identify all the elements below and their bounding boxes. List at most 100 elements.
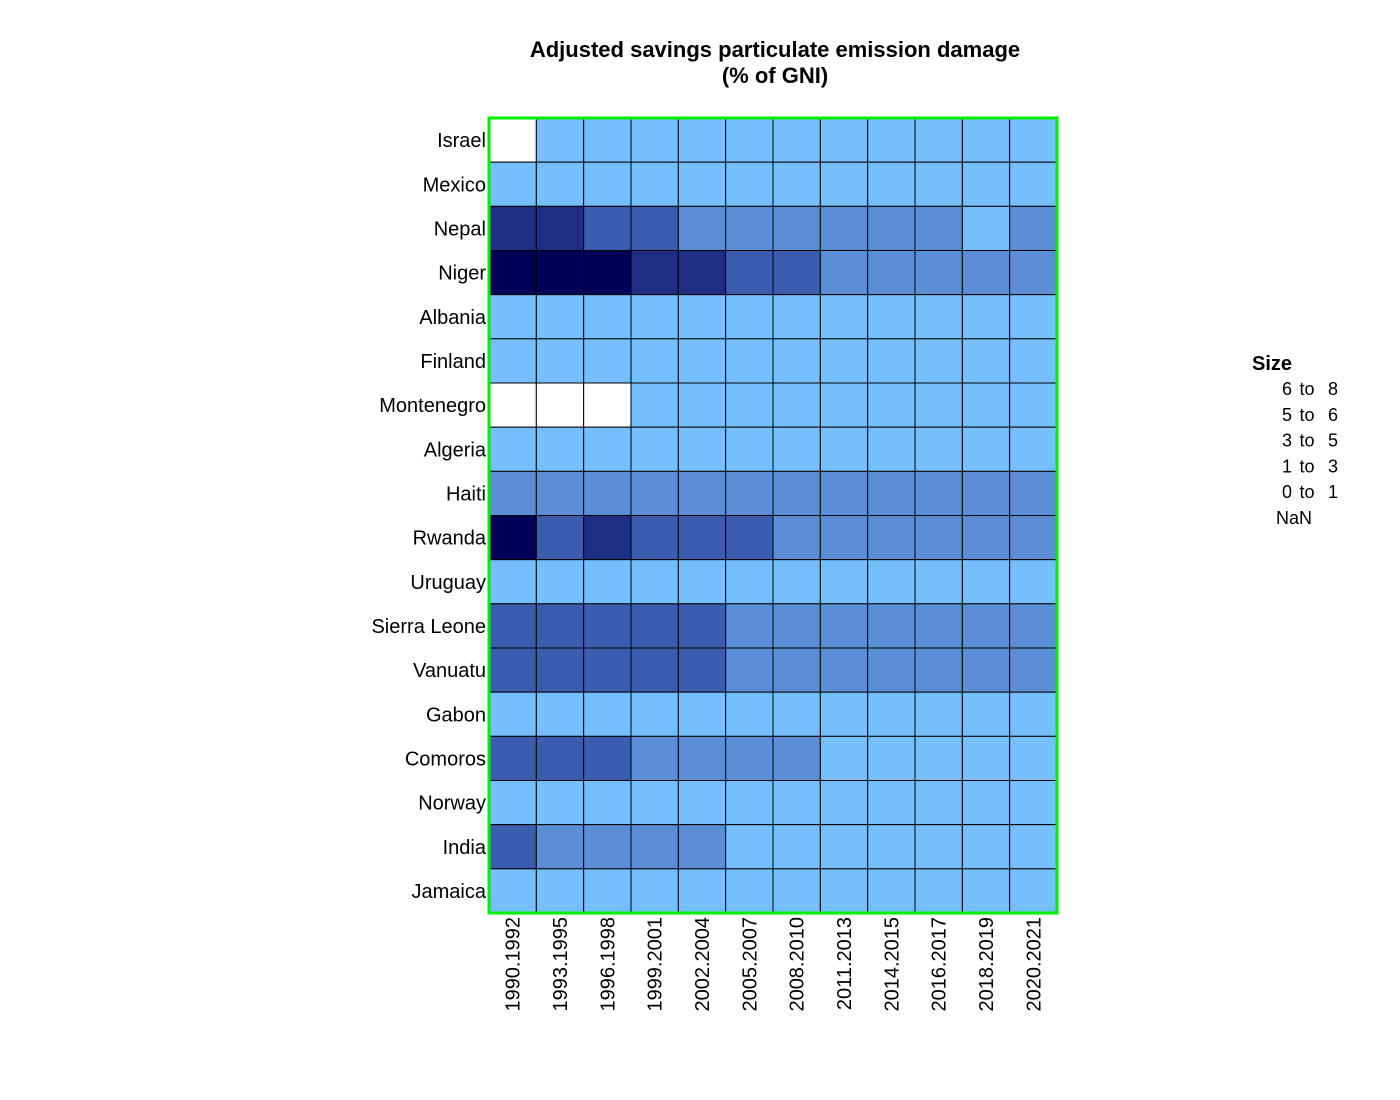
heatmap-cell (1009, 117, 1058, 163)
heatmap-cell (630, 691, 679, 737)
row-label: Norway (418, 793, 486, 815)
heatmap-cell (961, 691, 1011, 737)
heatmap-cell (535, 735, 585, 781)
heatmap-cell (772, 426, 821, 472)
row-labels: Israel Mexico Nepal Niger Albania Finland Mont… (371, 130, 486, 903)
heatmap-cell (583, 117, 632, 163)
row-label: India (443, 837, 487, 859)
heatmap-cell (677, 691, 727, 737)
column-label: 1990.1992 (503, 917, 525, 1012)
legend-entry-text: 1 (1328, 482, 1338, 502)
heatmap-cell (535, 294, 585, 340)
legend-entry-text: to (1299, 405, 1314, 425)
heatmap-cell (725, 161, 774, 207)
legend-entry-text: 6 (1328, 405, 1338, 425)
heatmap-cell (677, 382, 727, 428)
legend-entry-text: 3 (1282, 431, 1292, 451)
heatmap-cell (677, 426, 727, 472)
heatmap-cell (772, 250, 821, 296)
heatmap-cell (914, 735, 963, 781)
column-label: 2020.2021 (1023, 917, 1045, 1012)
chart-title: Adjusted savings particulate emission da… (530, 37, 1020, 62)
heatmap-cell (819, 515, 869, 561)
column-label: 2005.2007 (739, 917, 761, 1012)
heatmap-cell (914, 426, 963, 472)
heatmap-cell (961, 735, 1011, 781)
heatmap-cell (1009, 780, 1058, 826)
heatmap-cell (677, 338, 727, 384)
heatmap-cell (488, 868, 537, 914)
heatmap-cell (725, 338, 774, 384)
heatmap-cell (583, 470, 632, 517)
heatmap-cell (583, 382, 632, 428)
heatmap-cell (677, 515, 727, 561)
heatmap-cell (961, 868, 1011, 914)
heatmap-cell (961, 824, 1011, 870)
row-label: Gabon (426, 704, 486, 726)
plot-frame (487, 116, 1059, 915)
heatmap-cell (725, 382, 774, 428)
heatmap-cell (819, 117, 869, 163)
heatmap-cell (772, 868, 821, 914)
row-label: Mexico (423, 174, 486, 196)
heatmap-cell (725, 205, 774, 251)
heatmap-cell (677, 559, 727, 605)
legend-entry-text: 1 (1282, 456, 1292, 476)
heatmap-cell (819, 426, 869, 472)
heatmap-cell (914, 603, 963, 649)
heatmap-cell (819, 647, 869, 693)
heatmap-cell (772, 117, 821, 163)
heatmap-cell (914, 338, 963, 384)
heatmap-cell (630, 161, 679, 207)
heatmap-cell (961, 382, 1011, 428)
heatmap-cell (488, 470, 537, 517)
heatmap-cell (867, 294, 916, 340)
heatmap-cell (535, 338, 585, 384)
heatmap-cell (488, 294, 537, 340)
column-labels: 1990.1992 1993.1995 1996.1998 1999.2001 2002… (503, 917, 1046, 1012)
heatmap-cell (867, 603, 916, 649)
heatmap-cell (488, 205, 537, 251)
heatmap-cell (630, 824, 679, 870)
heatmap-cell (583, 515, 632, 561)
heatmap-cell (630, 470, 679, 517)
heatmap-cell (535, 691, 585, 737)
heatmap-cell (583, 426, 632, 472)
heatmap-cell (535, 117, 585, 163)
heatmap-cell (488, 691, 537, 737)
heatmap-cell (867, 780, 916, 826)
heatmap-cell (535, 470, 585, 517)
heatmap-cell (583, 294, 632, 340)
heatmap-cell (772, 824, 821, 870)
heatmap-cell (630, 294, 679, 340)
heatmap-cell (677, 117, 727, 163)
heatmap-cell (1009, 426, 1058, 472)
legend-entry-text: 5 (1328, 431, 1338, 451)
heatmap-cell (914, 868, 963, 914)
row-label: Nepal (434, 218, 486, 240)
heatmap-cell (961, 515, 1011, 561)
heatmap-cell (914, 382, 963, 428)
heatmap-cell (725, 117, 774, 163)
heatmap-cell (867, 117, 916, 163)
heatmap-cell (1009, 161, 1058, 207)
heatmap-cell (677, 603, 727, 649)
heatmap-cell (1009, 382, 1058, 428)
legend-entry-text: 5 (1282, 405, 1292, 425)
heatmap-cell (772, 603, 821, 649)
heatmap-cell (819, 868, 869, 914)
heatmap-cell (819, 780, 869, 826)
heatmap-cell (772, 382, 821, 428)
heatmap-cell (867, 161, 916, 207)
heatmap-cell (725, 294, 774, 340)
row-label: Haiti (446, 483, 486, 505)
row-label: Niger (438, 263, 486, 285)
heatmap-cell (1009, 250, 1058, 296)
heatmap-cell (1009, 868, 1058, 914)
heatmap-cell (819, 382, 869, 428)
heatmap-cell (630, 868, 679, 914)
heatmap-cell (488, 559, 537, 605)
heatmap-cell (677, 294, 727, 340)
legend-entry-text: 0 (1282, 482, 1292, 502)
heatmap-cell (488, 250, 537, 296)
